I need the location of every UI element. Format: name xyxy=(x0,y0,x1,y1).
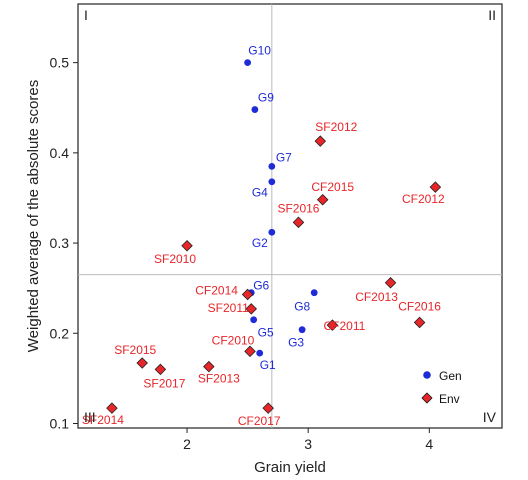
y-tick-label: 0.5 xyxy=(50,55,70,71)
label-sf2012: SF2012 xyxy=(315,120,357,134)
label-cf2010: CF2010 xyxy=(212,333,255,347)
point-sf2016 xyxy=(292,216,305,229)
point-cf2015 xyxy=(316,193,329,206)
legend-env-marker xyxy=(421,392,433,404)
point-sf2014 xyxy=(106,402,118,414)
y-tick-label: 0.1 xyxy=(50,415,70,431)
label-g5: G5 xyxy=(258,326,274,340)
label-g7: G7 xyxy=(276,150,292,164)
y-axis: 0.1 0.2 0.3 0.4 0.5 xyxy=(50,55,78,431)
legend-gen-marker xyxy=(423,371,431,379)
point-cf2011 xyxy=(326,319,339,331)
point-g4 xyxy=(268,178,276,186)
label-sf2015: SF2015 xyxy=(114,343,156,357)
reference-lines xyxy=(78,4,502,428)
label-cf2017: CF2017 xyxy=(238,414,281,428)
legend-env-label: Env xyxy=(439,392,460,406)
point-cf2012 xyxy=(429,181,442,193)
point-g10 xyxy=(244,59,252,67)
point-sf2017 xyxy=(154,363,167,376)
x-tick-label: 2 xyxy=(183,436,191,452)
point-sf2012 xyxy=(314,135,327,147)
x-tick-label: 4 xyxy=(425,436,433,452)
label-cf2011: CF2011 xyxy=(323,319,365,333)
label-g9: G9 xyxy=(258,91,274,105)
quadrant-label-top-right: II xyxy=(488,7,496,23)
point-sf2013 xyxy=(203,360,215,373)
label-g8: G8 xyxy=(294,300,310,314)
quadrant-label-bottom-right: IV xyxy=(483,409,497,425)
label-cf2012: CF2012 xyxy=(402,192,445,206)
label-sf2014: SF2014 xyxy=(82,413,124,427)
legend: Gen Env xyxy=(421,369,462,406)
data-points xyxy=(106,59,442,414)
point-cf2014 xyxy=(241,288,254,301)
point-sf2011 xyxy=(245,303,257,315)
quadrant-label-bottom-left: III xyxy=(84,409,96,425)
legend-gen-label: Gen xyxy=(439,369,462,383)
label-g2: G2 xyxy=(252,236,268,250)
point-cf2013 xyxy=(384,276,397,289)
label-cf2014: CF2014 xyxy=(195,283,238,297)
label-g3: G3 xyxy=(288,336,304,350)
label-sf2016: SF2016 xyxy=(277,201,319,215)
y-axis-title: Weighted average of the absolute scores xyxy=(25,80,42,352)
x-axis: 2 3 4 xyxy=(183,428,433,452)
label-sf2017: SF2017 xyxy=(143,376,185,390)
point-g5 xyxy=(250,316,258,324)
point-sf2015 xyxy=(136,357,148,369)
quadrant-label-top-left: I xyxy=(84,7,88,23)
label-cf2016: CF2016 xyxy=(398,299,441,313)
point-g3 xyxy=(298,326,306,334)
point-g2 xyxy=(268,228,276,236)
label-cf2013: CF2013 xyxy=(355,290,398,304)
point-g1 xyxy=(256,349,264,357)
y-tick-label: 0.2 xyxy=(50,325,70,341)
x-tick-label: 3 xyxy=(304,436,312,452)
point-cf2010 xyxy=(244,345,256,358)
point-g7 xyxy=(268,162,276,170)
label-g10: G10 xyxy=(248,44,271,58)
y-tick-label: 0.3 xyxy=(50,235,70,251)
plot-frame xyxy=(77,3,503,429)
label-cf2015: CF2015 xyxy=(311,180,354,194)
y-tick-label: 0.4 xyxy=(50,145,70,161)
point-g9 xyxy=(251,106,259,113)
label-sf2011: SF2011 xyxy=(208,301,249,315)
label-g6: G6 xyxy=(253,279,269,293)
label-g1: G1 xyxy=(260,358,276,372)
point-cf2017 xyxy=(262,402,274,414)
point-cf2016 xyxy=(413,316,426,329)
point-labels: G10 G9 G7 G4 G2 G6 G8 G5 G3 G1 SF2012 CF2015 CF2012 S… xyxy=(82,44,445,429)
label-sf2013: SF2013 xyxy=(198,372,240,386)
x-axis-title: Grain yield xyxy=(254,459,326,476)
label-sf2010: SF2010 xyxy=(154,252,196,266)
point-g8 xyxy=(310,289,318,297)
point-sf2010 xyxy=(181,240,193,252)
label-g4: G4 xyxy=(252,186,268,200)
